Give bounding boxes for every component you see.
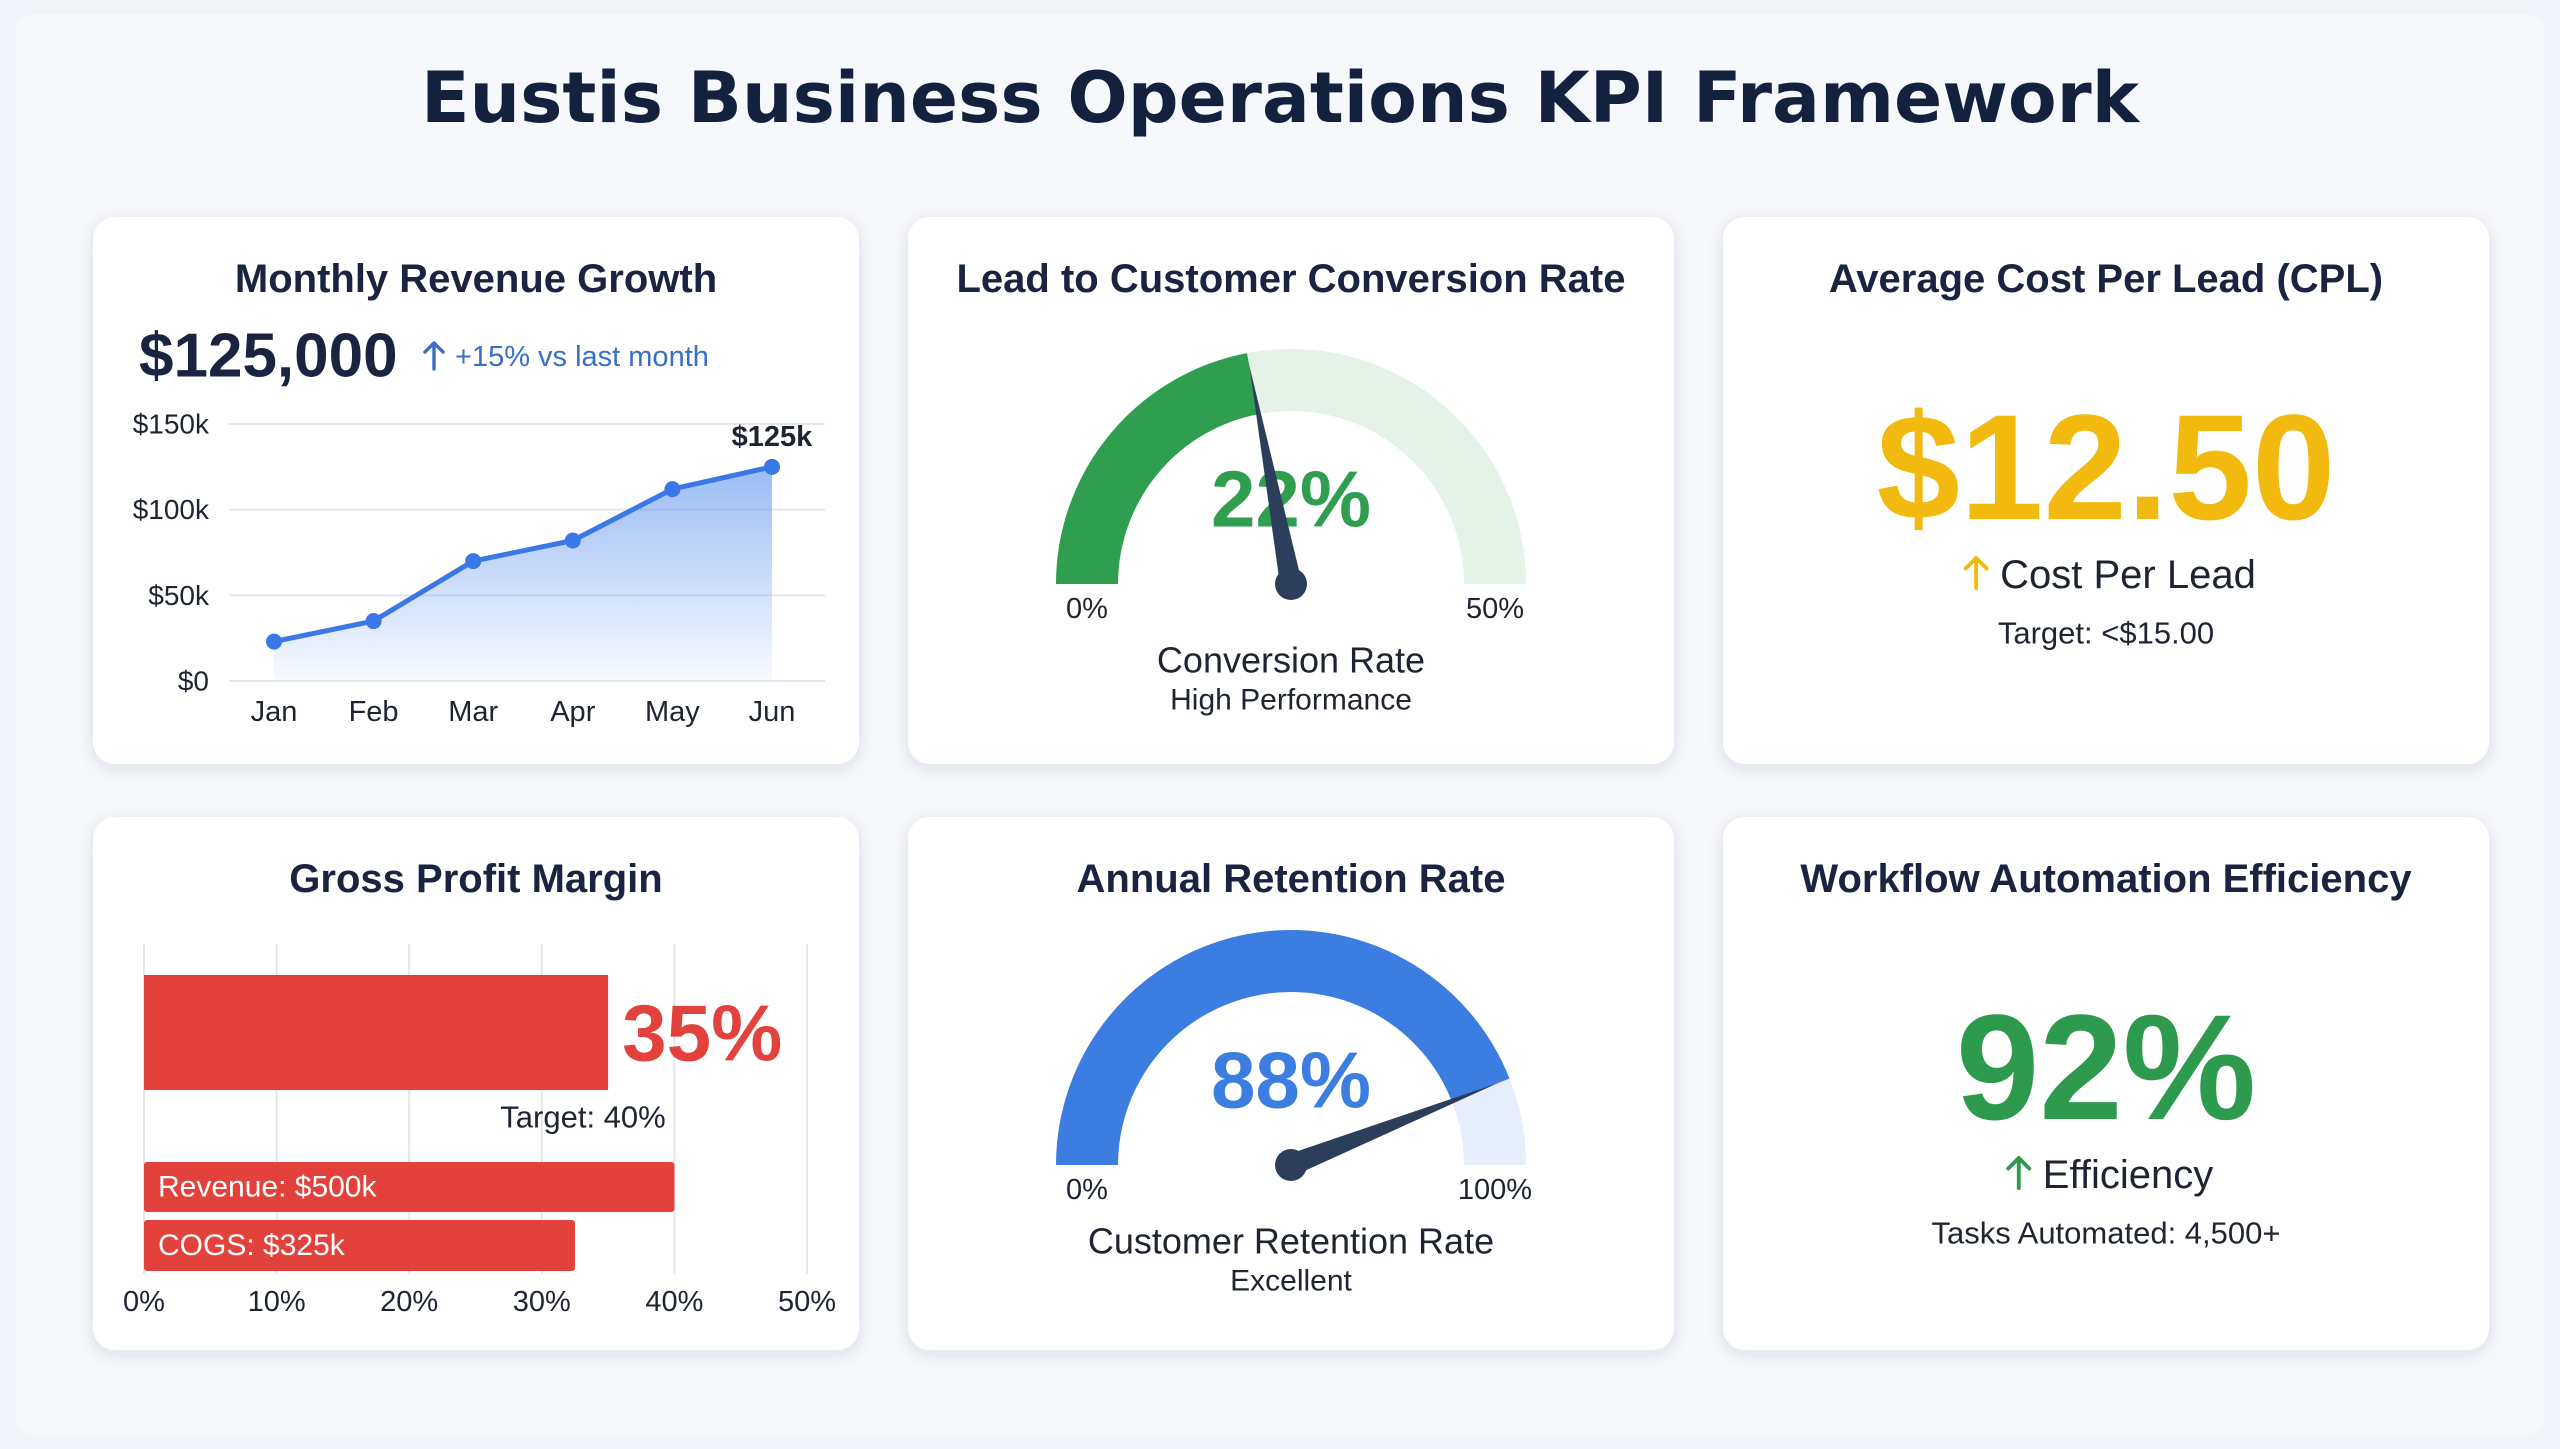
value-label: 35% <box>622 989 782 1078</box>
point <box>764 458 780 475</box>
y-tick-label: $100k <box>133 494 210 525</box>
needle-hub <box>1275 1149 1307 1181</box>
x-tick-label: Feb <box>349 696 399 728</box>
kpi-card: Annual Retention Rate 88% 0% 100% Customer R… <box>908 817 1674 1350</box>
card-title: Annual Retention Rate <box>1077 857 1506 901</box>
card-title: Gross Profit Margin <box>289 857 662 901</box>
change-label: +15% vs last month <box>455 341 709 373</box>
bar <box>144 1162 675 1212</box>
card-background <box>908 817 1674 1350</box>
kpi-label: Cost Per Lead <box>2000 553 2256 597</box>
x-tick-label: Mar <box>448 696 498 728</box>
kpi-label: Efficiency <box>2043 1153 2213 1197</box>
arrow-icon <box>423 341 445 371</box>
point <box>365 613 382 630</box>
x-tick-label: Jan <box>251 696 298 728</box>
gauge-tick-label: 0% <box>1066 593 1108 625</box>
card-title: Lead to Customer Conversion Rate <box>956 257 1625 301</box>
kpi-value: 92% <box>1956 983 2256 1151</box>
y-tick-label: $0 <box>178 666 209 697</box>
gauge-needle <box>1286 1083 1498 1176</box>
kpi-card: Gross Profit Margin 0% 10% 20% 30% 40% 50% 35% T… <box>93 817 859 1350</box>
gauge-subcaption: Excellent <box>1230 1265 1352 1298</box>
gauge-fill <box>1056 353 1260 585</box>
arrow-icon <box>1963 556 1989 590</box>
gauge-fill <box>1056 930 1510 1166</box>
card-title: Average Cost Per Lead (CPL) <box>1829 257 2383 301</box>
gauge-subcaption: High Performance <box>1170 684 1412 717</box>
card-background <box>908 217 1674 764</box>
gauge-tick-label: 50% <box>1466 593 1524 625</box>
kpi-card: Lead to Customer Conversion Rate 22% 0% 50%… <box>908 217 1674 764</box>
x-tick-label: Apr <box>550 696 595 728</box>
x-tick-label: Jun <box>749 696 796 728</box>
gauge-value: 22% <box>1211 455 1371 544</box>
bar <box>144 975 609 1090</box>
x-tick-label: May <box>645 696 700 728</box>
kpi-note: Target: <$15.00 <box>1998 616 2214 651</box>
point <box>465 553 482 570</box>
card-title: Workflow Automation Efficiency <box>1800 857 2412 901</box>
gauge-tick-label: 0% <box>1066 1174 1108 1206</box>
arrow-icon <box>2006 1156 2032 1190</box>
gauge-tick-label: 100% <box>1458 1174 1532 1206</box>
x-tick-label: 30% <box>513 1286 571 1318</box>
point <box>664 481 681 498</box>
card-background <box>1723 217 2489 764</box>
line <box>273 464 773 645</box>
gauge-needle <box>1249 365 1302 587</box>
value-label: $125k <box>732 421 814 453</box>
headline: $125,000 <box>139 322 398 391</box>
area <box>274 466 772 681</box>
bar <box>144 1220 575 1271</box>
gauge-caption: Customer Retention Rate <box>1088 1221 1494 1262</box>
needle-hub <box>1275 568 1307 600</box>
x-tick-label: 50% <box>778 1286 836 1318</box>
y-tick-label: $50k <box>148 580 210 611</box>
kpi-card: Workflow Automation Efficiency 92%Efficie… <box>1723 817 2489 1350</box>
x-tick-label: 10% <box>248 1286 306 1318</box>
x-tick-label: 0% <box>123 1286 165 1318</box>
gauge-value: 88% <box>1211 1036 1371 1125</box>
kpi-card: Monthly Revenue Growth $125,000 +15% vs la… <box>93 217 859 764</box>
x-tick-label: 40% <box>645 1286 703 1318</box>
gauge-caption: Conversion Rate <box>1157 640 1425 681</box>
kpi-note: Tasks Automated: 4,500+ <box>1932 1216 2281 1251</box>
point <box>564 532 581 549</box>
bar-label: Revenue: $500k <box>158 1171 377 1204</box>
target-label: Target: 40% <box>500 1100 665 1135</box>
bar-label: COGS: $325k <box>158 1229 346 1262</box>
y-tick-label: $150k <box>133 409 210 440</box>
card-background <box>1723 817 2489 1350</box>
kpi-value: $12.50 <box>1877 383 2336 551</box>
point <box>266 633 282 650</box>
page-title: Eustis Business Operations KPI Framework <box>421 57 2140 139</box>
card-title: Monthly Revenue Growth <box>235 257 717 301</box>
x-tick-label: 20% <box>380 1286 438 1318</box>
